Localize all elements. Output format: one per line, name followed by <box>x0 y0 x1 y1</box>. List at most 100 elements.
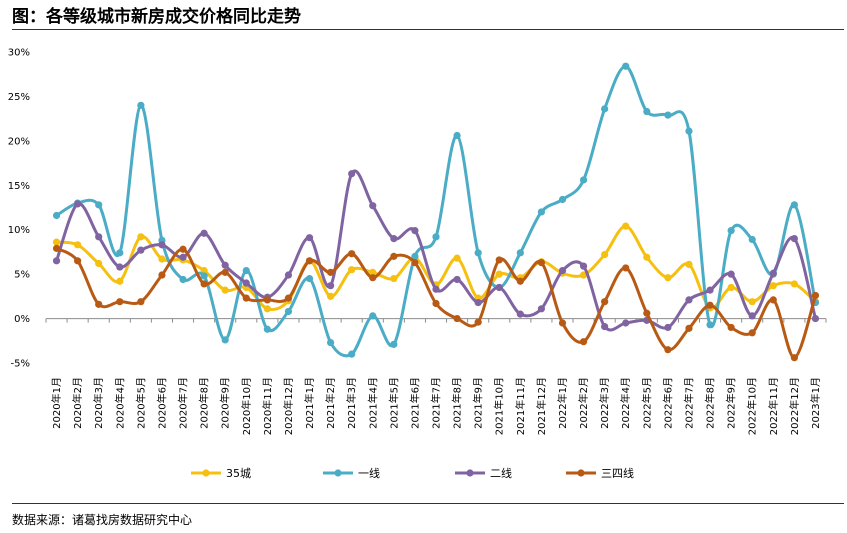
legend-item: 二线 <box>455 466 512 480</box>
data-point <box>769 296 777 304</box>
x-tick-label: 2022年5月 <box>640 377 653 429</box>
top-divider <box>12 29 844 30</box>
data-point <box>558 195 567 204</box>
data-point <box>284 307 293 316</box>
data-point <box>622 62 630 70</box>
axis-layer: -5% 0% 5% 10% 15% 20% 25% 30% 2020年1月 2020年2月 2020… <box>8 48 827 435</box>
data-point <box>685 296 693 304</box>
x-tick-label: 2020年1月 <box>50 377 63 429</box>
data-point <box>200 280 208 288</box>
data-point <box>200 229 208 237</box>
legend-swatch-marker <box>334 469 342 477</box>
data-point <box>263 296 271 304</box>
data-point <box>52 238 61 246</box>
data-point <box>348 250 356 258</box>
data-point <box>748 298 756 306</box>
y-tick-label: 10% <box>8 225 30 236</box>
data-point <box>305 234 314 242</box>
data-point <box>74 241 82 249</box>
x-tick-label: 2020年7月 <box>177 377 190 429</box>
x-tick-label: 2021年10月 <box>493 377 506 435</box>
data-point <box>179 275 187 284</box>
legend-swatch-marker <box>466 469 474 477</box>
data-point <box>137 246 145 254</box>
data-point <box>95 259 103 268</box>
x-tick-label: 2020年3月 <box>92 377 105 429</box>
data-point <box>685 324 693 332</box>
data-point <box>52 211 61 220</box>
data-point <box>558 266 567 275</box>
data-point <box>790 201 798 209</box>
data-point <box>221 336 229 344</box>
data-point <box>52 244 61 252</box>
data-point <box>579 338 588 346</box>
x-tick-label: 2022年8月 <box>704 377 717 429</box>
x-tick-label: 2022年6月 <box>661 377 674 429</box>
data-point <box>221 268 229 276</box>
y-tick-label: 30% <box>8 48 30 59</box>
data-point <box>326 338 335 347</box>
data-point <box>748 329 756 337</box>
data-source-note: 数据来源：诸葛找房数据研究中心 <box>12 513 193 527</box>
data-point <box>643 253 651 261</box>
data-point <box>74 200 82 208</box>
data-point <box>516 277 524 285</box>
data-point <box>495 270 503 278</box>
data-point <box>179 253 187 261</box>
data-point <box>664 274 672 282</box>
data-point <box>516 249 524 257</box>
data-point <box>432 299 440 308</box>
data-point <box>769 269 777 277</box>
data-point <box>95 300 103 308</box>
data-point <box>158 255 166 263</box>
x-tick-label: 2021年5月 <box>387 377 400 429</box>
x-tick-label: 2020年9月 <box>219 377 232 429</box>
series-layer <box>52 62 820 362</box>
x-tick-label: 2022年3月 <box>598 377 611 429</box>
x-tick-label: 2021年1月 <box>303 377 316 429</box>
legend-label: 三四线 <box>601 466 634 480</box>
data-point <box>348 170 356 178</box>
data-point <box>664 323 672 332</box>
legend-swatch-marker <box>577 469 585 477</box>
x-tick-label: 2023年1月 <box>809 377 822 429</box>
data-point <box>664 111 672 119</box>
data-point <box>432 285 440 293</box>
x-tick-label: 2022年2月 <box>577 377 590 429</box>
data-point <box>52 257 61 265</box>
data-point <box>158 241 166 249</box>
data-point <box>790 280 798 288</box>
data-point <box>432 233 440 241</box>
legend-item: 35城 <box>191 467 251 480</box>
x-tick-label: 2020年10月 <box>240 377 253 435</box>
x-tick-label: 2021年9月 <box>472 377 485 429</box>
data-point <box>790 354 798 362</box>
data-point <box>390 235 398 243</box>
x-tick-label: 2021年8月 <box>451 377 464 429</box>
data-point <box>622 222 630 230</box>
data-point <box>305 257 314 265</box>
x-tick-label: 2020年5月 <box>134 377 147 429</box>
x-tick-label: 2020年11月 <box>261 377 274 435</box>
y-tick-label: 5% <box>14 270 30 281</box>
chart-title: 图：各等级城市新房成交价格同比走势 <box>12 7 301 27</box>
data-point <box>200 272 208 280</box>
data-point <box>390 340 398 348</box>
data-point <box>811 291 820 300</box>
bottom-divider <box>12 503 844 504</box>
x-tick-label: 2021年12月 <box>535 377 548 435</box>
data-point <box>263 305 271 313</box>
series-2 <box>52 62 820 358</box>
x-tick-label: 2022年11月 <box>767 377 780 435</box>
series-4 <box>52 244 820 362</box>
data-point <box>179 245 187 253</box>
data-point <box>284 271 293 279</box>
data-point <box>369 202 377 210</box>
data-point <box>326 282 335 290</box>
data-point <box>369 312 377 320</box>
data-point <box>622 319 630 327</box>
data-point <box>474 249 482 257</box>
data-point <box>474 318 482 326</box>
legend-item: 一线 <box>323 466 380 480</box>
data-point <box>221 286 229 294</box>
